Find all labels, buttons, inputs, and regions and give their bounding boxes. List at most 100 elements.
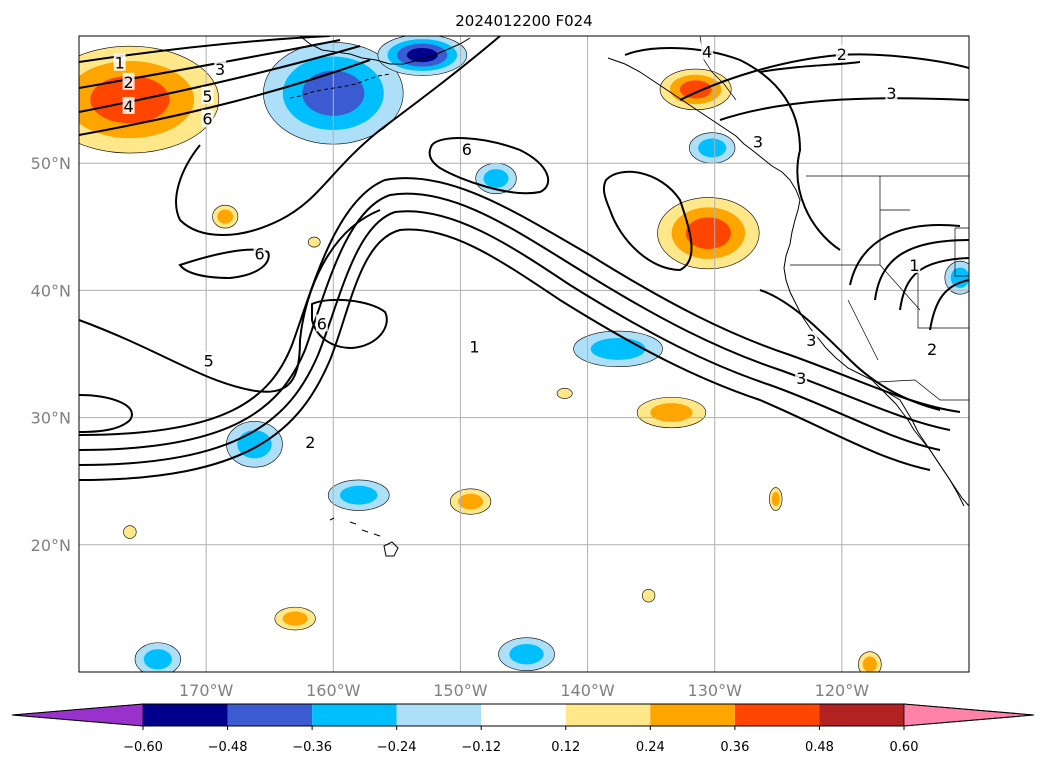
contour-label-background <box>253 244 266 262</box>
contour-label: 2 <box>305 433 315 452</box>
contour-label-background <box>805 331 818 349</box>
contour-label: 3 <box>886 84 896 103</box>
contour-label-background <box>795 369 808 387</box>
longitude-tick-label: 160°W <box>306 681 361 700</box>
negative-anomaly-shade <box>143 649 172 670</box>
colorbar-segment <box>819 704 904 726</box>
longitude-tick-label: 120°W <box>815 681 870 700</box>
contour-northwest-3 <box>79 45 361 113</box>
positive-anomaly-shade <box>679 80 712 99</box>
contour-northwest-2 <box>79 39 341 89</box>
map-frame <box>78 35 970 673</box>
contour-east-2 <box>874 239 969 301</box>
colorbar-segment <box>396 704 482 726</box>
positive-anomaly-shade <box>217 209 234 224</box>
contour-closed-east <box>602 170 693 272</box>
colorbar-tick-label: 0.36 <box>720 740 749 755</box>
contour-northeast-4 <box>719 97 969 121</box>
contour-jet-1 <box>79 228 931 481</box>
positive-anomaly-shade <box>308 237 321 248</box>
contour-label-background <box>751 132 764 150</box>
colorbar-extend-low <box>11 703 144 727</box>
colorbar-tick-label: −0.36 <box>292 740 332 755</box>
contour-east-4 <box>929 279 969 331</box>
contour-label-background <box>113 53 126 71</box>
colorbar-extend-high <box>903 703 1035 727</box>
negative-anomaly-shade <box>509 644 544 665</box>
contour-jet-5 <box>79 209 381 393</box>
anomaly-outline <box>377 36 468 76</box>
latitude-tick-label: 20°N <box>31 536 71 555</box>
hawaiian-islands <box>329 517 399 557</box>
longitude-tick-label: 150°W <box>433 681 488 700</box>
anomaly-outline <box>636 396 707 429</box>
positive-anomaly-shade <box>123 525 137 539</box>
contour-label: 6 <box>317 314 327 333</box>
anomaly-outline <box>212 204 239 229</box>
contour-label-background <box>701 42 714 60</box>
contour-jet-2 <box>79 210 941 466</box>
anomaly-outline <box>657 197 760 270</box>
contour-closed-north <box>428 137 550 195</box>
contour-label: 3 <box>753 133 763 152</box>
anomaly-outline <box>327 479 390 511</box>
positive-anomaly-shade <box>282 611 308 626</box>
colorbar-tick-labels: −0.60 −0.48 −0.36 −0.24 −0.12 0.12 0.24 0.36 0.4… <box>123 726 918 755</box>
anomaly-outline <box>498 637 555 672</box>
contour-label: 5 <box>204 351 214 370</box>
contour-label: 2 <box>927 340 937 359</box>
contour-northwest-4 <box>79 59 371 136</box>
colorbar: −0.60 −0.48 −0.36 −0.24 −0.12 0.12 0.24 0.36 0.4… <box>11 703 1035 755</box>
negative-anomaly-shade <box>590 337 646 360</box>
colorbar-segment <box>227 704 313 726</box>
colorbar-segment <box>143 704 228 726</box>
map-background <box>79 36 969 672</box>
contour-label-background <box>468 337 481 355</box>
contour-jet-4 <box>79 177 961 436</box>
anomaly-outline <box>79 45 220 154</box>
positive-anomaly-shade <box>458 493 484 510</box>
positive-anomaly-shade <box>557 388 573 399</box>
contour-label-background <box>201 109 214 127</box>
colorbar-tick-label: 0.48 <box>805 740 834 755</box>
negative-anomaly-shade <box>698 138 727 158</box>
longitude-tick-label: 170°W <box>179 681 234 700</box>
colorbar-tick-label: −0.60 <box>123 740 163 755</box>
political-borders <box>699 36 969 401</box>
contour-label-background <box>885 84 898 102</box>
colorbar-tick-label: 0.24 <box>636 740 665 755</box>
longitude-tick-label: 140°W <box>560 681 615 700</box>
contour-label: 3 <box>796 369 806 388</box>
colorbar-tick-label: 0.12 <box>551 740 580 755</box>
anomaly-outline <box>307 236 321 248</box>
colorbar-segments <box>11 703 1035 727</box>
contour-label-background <box>201 86 214 104</box>
colorbar-segment <box>312 704 397 726</box>
contour-label: 3 <box>215 60 225 79</box>
baja-california-coast <box>879 387 965 507</box>
contour-label: 6 <box>462 140 472 159</box>
positive-anomaly-shade <box>771 491 780 507</box>
contour-label-background <box>214 60 227 78</box>
negative-anomaly-shade <box>339 485 378 505</box>
contour-label-background <box>315 314 328 332</box>
contour-east-5 <box>759 289 941 411</box>
anomaly-outline <box>556 388 573 399</box>
colorbar-tick-label: 0.60 <box>890 740 919 755</box>
negative-anomaly-shade <box>483 169 509 188</box>
colorbar-segment <box>481 704 566 726</box>
longitude-tick-label: 130°W <box>688 681 743 700</box>
colorbar-tick-label: −0.48 <box>208 740 248 755</box>
aleutian-islands <box>289 73 391 99</box>
coastlines <box>289 36 969 557</box>
latitude-tick-label: 50°N <box>31 154 71 173</box>
alaska-coast <box>299 36 471 65</box>
contour-ridge <box>175 36 501 236</box>
contour-label: 1 <box>115 54 125 73</box>
positive-anomaly-shade <box>685 217 731 249</box>
colorbar-segment <box>650 704 735 726</box>
us-state-borders <box>790 176 969 401</box>
height-contours <box>79 36 969 481</box>
